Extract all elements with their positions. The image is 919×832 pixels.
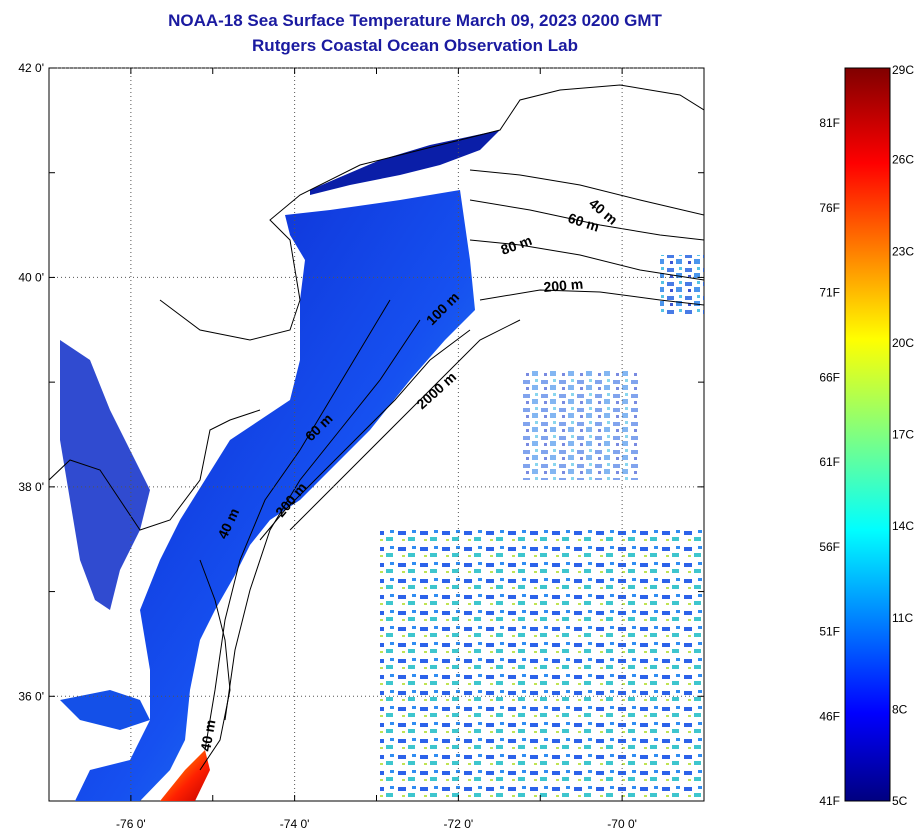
colorbar-celsius-label: 17C (892, 428, 914, 442)
colorbar-fahrenheit-label: 61F (819, 455, 840, 469)
map-axes: -76 0' -74 0' -72 0' -70 0' 42 0' 40 0' 38 0' 3… (18, 61, 705, 831)
contour-40m (469, 169, 704, 216)
colorbar-celsius-label: 5C (892, 794, 908, 808)
colorbar-celsius-label: 29C (892, 63, 914, 77)
contour-mid-shelf (224, 319, 421, 721)
long-island-sound-sst (310, 130, 500, 195)
colorbar-fahrenheit-label: 71F (819, 286, 840, 300)
colorbar (844, 67, 891, 802)
colorbar-celsius-label: 26C (892, 153, 914, 167)
coastline-south (199, 559, 231, 771)
map-title: NOAA-18 Sea Surface Temperature March 09… (168, 11, 662, 30)
colorbar-labels: 29C 26C 23C 20C 17C 14C 11C 8C 5C 81F 76F 71F 66F 61F… (819, 63, 914, 808)
coastline-north (159, 84, 704, 341)
contour-2000m (289, 319, 521, 531)
contour-inner-shelf (204, 299, 391, 751)
lat-tick-label: 42 0' (18, 61, 44, 75)
colorbar-celsius-label: 11C (892, 611, 913, 625)
colorbar-fahrenheit-label: 56F (819, 540, 840, 554)
lat-tick-label: 38 0' (18, 480, 44, 494)
colorbar-celsius-label: 8C (892, 702, 908, 716)
map-content (49, 84, 704, 801)
colorbar-fahrenheit-label: 81F (819, 116, 840, 130)
shelf-water-sst (75, 190, 475, 801)
lon-tick-label: -76 0' (116, 817, 146, 831)
contour-200m (479, 289, 704, 306)
lon-tick-label: -70 0' (607, 817, 637, 831)
offshore-sst-patches-east (660, 255, 704, 315)
lat-tick-label: 36 0' (18, 689, 44, 703)
offshore-sst-patches (380, 530, 704, 801)
chesapeake-bay-sst (60, 340, 150, 610)
colorbar-celsius-label: 14C (892, 519, 914, 533)
colorbar-celsius-label: 23C (892, 244, 914, 258)
colorbar-fahrenheit-label: 51F (819, 625, 840, 639)
lat-tick-label: 40 0' (18, 270, 44, 284)
contour-60m (469, 199, 704, 241)
colorbar-fahrenheit-label: 41F (819, 794, 840, 808)
colorbar-fahrenheit-label: 46F (819, 709, 840, 723)
pamlico-sound-sst (60, 690, 150, 730)
colorbar-fahrenheit-label: 76F (819, 201, 840, 215)
contour-100m (259, 329, 471, 541)
map-subtitle: Rutgers Coastal Ocean Observation Lab (252, 36, 578, 55)
lon-tick-label: -72 0' (444, 817, 474, 831)
lon-tick-label: -74 0' (280, 817, 310, 831)
warm-water-sst (160, 750, 210, 801)
contour-label-200m: 200 m (543, 276, 584, 295)
contour-80m (469, 239, 704, 281)
colorbar-celsius-label: 20C (892, 336, 914, 350)
colorbar-fahrenheit-label: 66F (819, 370, 840, 384)
offshore-sst-patches-north (520, 370, 640, 480)
contour-label-40m-south: 40 m (197, 718, 218, 752)
coastline-mid (49, 409, 261, 531)
